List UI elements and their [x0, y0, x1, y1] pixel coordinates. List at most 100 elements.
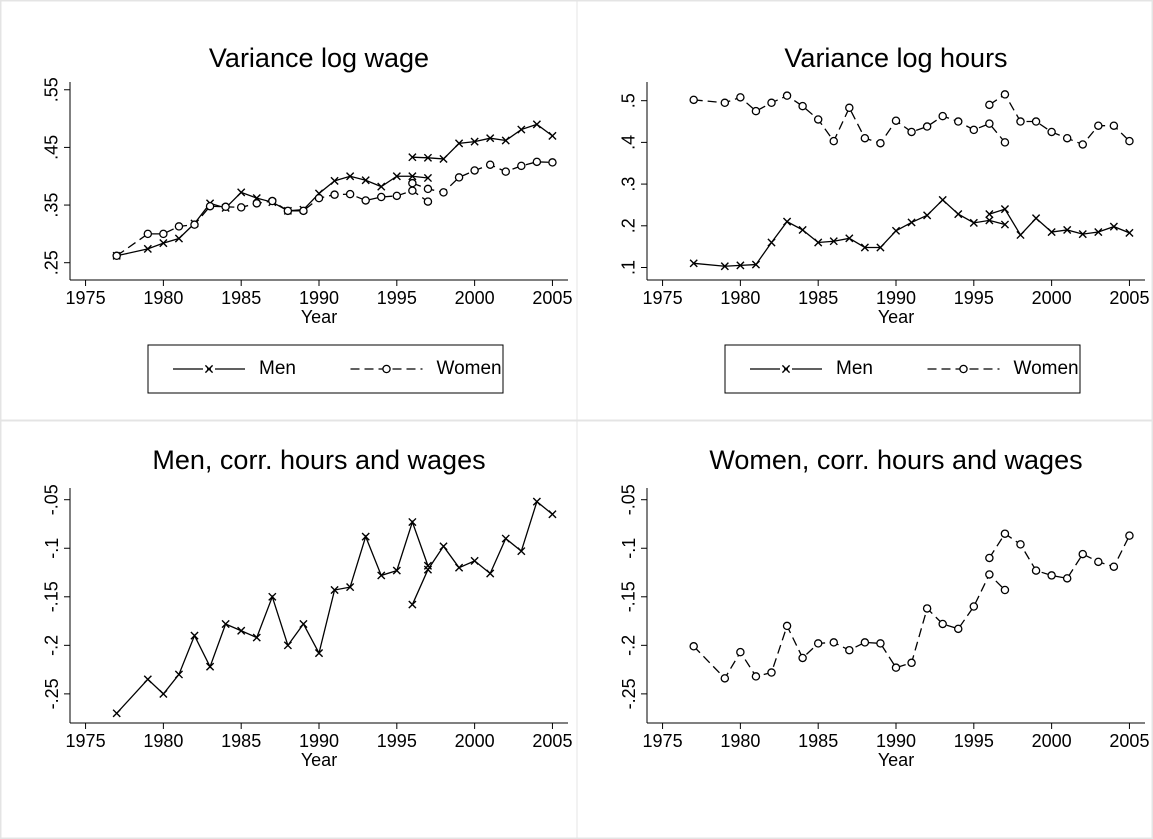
marker — [938, 195, 947, 205]
chart-title: Women, corr. hours and wages — [709, 445, 1082, 475]
marker — [439, 188, 448, 197]
marker — [330, 190, 339, 199]
legend-marker — [781, 364, 791, 374]
x-tick-label: 1975 — [66, 731, 106, 751]
marker — [1000, 220, 1010, 229]
marker — [330, 176, 339, 185]
marker — [486, 569, 495, 578]
marker — [408, 600, 417, 609]
marker — [112, 709, 121, 718]
marker — [408, 153, 417, 162]
marker — [501, 534, 510, 543]
marker — [860, 133, 870, 143]
marker — [829, 237, 838, 246]
marker — [346, 172, 355, 181]
y-tick-label: .3 — [619, 177, 639, 192]
marker — [392, 191, 402, 201]
marker — [330, 585, 339, 595]
marker — [1000, 205, 1010, 214]
x-tick-label: 1980 — [720, 731, 760, 751]
marker — [767, 668, 776, 677]
panel: Variance log wage .25 .35 .45 .55 1975 1980 198… — [0, 0, 578, 421]
marker — [907, 658, 916, 668]
marker — [985, 119, 994, 128]
marker — [423, 184, 433, 194]
panel: Variance log hours .1 .2 .3 .4 .5 1975 1980 1985… — [576, 0, 1153, 421]
marker — [1031, 566, 1041, 575]
legend-marker — [382, 364, 391, 374]
marker — [782, 621, 792, 631]
marker — [314, 193, 324, 203]
marker — [486, 134, 495, 143]
y-tick-label: -.1 — [42, 538, 62, 559]
marker — [454, 139, 464, 148]
marker — [689, 95, 698, 105]
x-tick-label: 1985 — [221, 731, 261, 751]
marker — [252, 633, 261, 642]
marker — [376, 192, 386, 202]
x-tick-label: 1990 — [299, 288, 339, 308]
x-tick-label: 2005 — [532, 288, 572, 308]
chart-title: Variance log wage — [209, 43, 429, 73]
marker — [891, 116, 901, 125]
marker — [190, 220, 199, 229]
marker — [221, 619, 230, 629]
y-tick-label: -.2 — [42, 635, 62, 656]
x-tick-label: 2000 — [455, 731, 495, 751]
marker — [517, 125, 526, 134]
panel: Men, corr. hours and wages -.25 -.2 -.15 -.1… — [0, 420, 578, 839]
legend-label: Women — [1014, 358, 1079, 379]
y-tick-label: -.05 — [619, 484, 639, 515]
panel: Women, corr. hours and wages -.25 -.2 -.15 -… — [576, 420, 1153, 839]
legend-label: Women — [437, 358, 502, 379]
y-tick-label: -.2 — [619, 635, 639, 656]
marker — [1000, 529, 1010, 538]
marker — [845, 645, 854, 655]
x-tick-label: 1995 — [377, 288, 417, 308]
y-tick-label: .55 — [42, 77, 62, 102]
legend-label: Men — [836, 358, 873, 379]
marker — [1016, 230, 1025, 240]
marker — [907, 127, 916, 137]
legend-label: Men — [259, 358, 296, 379]
chart-title: Variance log hours — [784, 43, 1007, 73]
marker — [1047, 227, 1056, 237]
marker — [736, 647, 745, 657]
marker — [860, 243, 869, 252]
x-tick-label: 1995 — [377, 731, 417, 751]
x-tick-label: 1985 — [798, 288, 838, 308]
marker — [532, 120, 541, 129]
marker — [485, 160, 495, 169]
marker — [736, 261, 745, 270]
marker — [1016, 117, 1025, 126]
marker — [1000, 138, 1010, 147]
marker — [470, 137, 479, 146]
marker — [454, 563, 464, 572]
x-tick-label: 1980 — [720, 288, 760, 308]
x-tick-label: 1980 — [143, 288, 183, 308]
marker — [548, 158, 557, 167]
marker — [969, 602, 979, 611]
marker — [532, 497, 541, 506]
marker — [829, 136, 838, 146]
marker — [252, 199, 261, 208]
marker — [470, 166, 479, 175]
chart-title: Men, corr. hours and wages — [152, 445, 485, 475]
x-tick-label: 2005 — [1109, 288, 1149, 308]
marker — [891, 663, 901, 672]
marker — [1031, 117, 1041, 126]
marker — [205, 662, 215, 671]
marker — [517, 547, 526, 556]
x-tick-label: 2000 — [455, 288, 495, 308]
marker — [814, 238, 823, 247]
marker — [767, 238, 776, 247]
marker — [736, 93, 745, 102]
marker — [751, 260, 761, 269]
marker — [361, 176, 370, 185]
marker — [361, 196, 370, 205]
marker — [190, 631, 199, 640]
marker — [501, 167, 510, 176]
marker — [408, 172, 417, 181]
marker — [517, 161, 526, 171]
